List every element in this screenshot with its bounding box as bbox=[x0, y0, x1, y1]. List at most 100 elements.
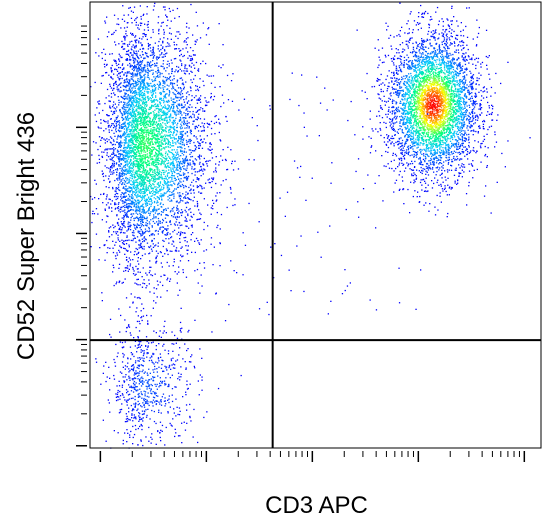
event-dot bbox=[164, 81, 166, 83]
event-dot bbox=[141, 198, 143, 200]
event-dot bbox=[185, 160, 187, 162]
event-dot bbox=[90, 195, 92, 198]
event-dot bbox=[190, 70, 192, 72]
event-dot bbox=[138, 224, 141, 226]
event-dot bbox=[165, 151, 167, 153]
event-dot bbox=[129, 62, 131, 65]
event-dot bbox=[107, 122, 109, 124]
event-dot bbox=[140, 113, 142, 115]
event-dot bbox=[127, 105, 129, 107]
event-dot bbox=[167, 38, 169, 40]
event-dot bbox=[171, 121, 173, 124]
event-dot bbox=[132, 150, 135, 152]
event-dot bbox=[158, 142, 160, 144]
event-dot bbox=[146, 55, 148, 57]
event-dot bbox=[151, 162, 153, 164]
event-dot bbox=[140, 119, 142, 121]
event-dot bbox=[163, 274, 165, 276]
event-dot bbox=[153, 117, 155, 119]
event-dot bbox=[108, 139, 110, 141]
event-dot bbox=[116, 64, 118, 67]
event-dot bbox=[143, 129, 146, 131]
event-dot bbox=[147, 99, 149, 101]
event-dot bbox=[181, 232, 184, 234]
event-dot bbox=[110, 87, 113, 89]
event-dot bbox=[173, 261, 175, 263]
event-dot bbox=[149, 186, 152, 188]
event-dot bbox=[193, 196, 195, 198]
event-dot bbox=[139, 120, 141, 122]
event-dot bbox=[145, 86, 147, 88]
event-dot bbox=[144, 76, 146, 78]
event-dot bbox=[160, 164, 162, 166]
event-dot bbox=[110, 226, 112, 228]
event-dot bbox=[149, 192, 152, 194]
event-dot bbox=[154, 84, 156, 87]
event-dot bbox=[151, 225, 153, 227]
event-dot bbox=[133, 151, 135, 153]
event-dot bbox=[215, 200, 217, 202]
event-dot bbox=[160, 195, 162, 198]
event-dot bbox=[111, 200, 113, 202]
event-dot bbox=[135, 185, 137, 187]
event-dot bbox=[132, 11, 134, 13]
event-dot bbox=[136, 151, 138, 153]
event-dot bbox=[135, 179, 137, 181]
event-dot bbox=[169, 280, 171, 282]
event-dot bbox=[161, 230, 164, 233]
event-dot bbox=[124, 155, 126, 157]
event-dot bbox=[134, 274, 136, 276]
event-dot bbox=[166, 157, 168, 159]
event-dot bbox=[130, 76, 132, 78]
event-dot bbox=[160, 97, 162, 99]
event-dot bbox=[143, 154, 145, 156]
event-dot bbox=[129, 95, 131, 97]
event-dot bbox=[174, 89, 176, 91]
event-dot bbox=[196, 110, 198, 113]
event-dot bbox=[125, 126, 127, 128]
event-dot bbox=[107, 125, 110, 127]
event-dot bbox=[141, 60, 144, 62]
event-dot bbox=[162, 230, 164, 232]
event-dot bbox=[126, 235, 128, 237]
event-dot bbox=[104, 20, 106, 22]
event-dot bbox=[173, 41, 175, 43]
event-dot bbox=[238, 109, 240, 111]
event-dot bbox=[180, 49, 182, 52]
event-dot bbox=[165, 97, 167, 99]
event-dot bbox=[148, 62, 151, 64]
event-dot bbox=[183, 70, 185, 72]
event-dot bbox=[157, 111, 160, 113]
event-dot bbox=[197, 99, 199, 101]
event-dot bbox=[134, 45, 136, 47]
event-dot bbox=[120, 95, 122, 98]
event-dot bbox=[139, 144, 141, 146]
event-dot bbox=[138, 147, 141, 149]
event-dot bbox=[113, 227, 115, 229]
event-dot bbox=[174, 119, 176, 121]
event-dot bbox=[178, 142, 180, 144]
event-dot bbox=[192, 232, 194, 234]
event-dot bbox=[180, 111, 182, 113]
event-dot bbox=[116, 141, 118, 143]
event-dot bbox=[139, 201, 141, 203]
event-dot bbox=[195, 111, 197, 113]
event-dot bbox=[153, 214, 155, 216]
event-dot bbox=[129, 263, 132, 265]
event-dot bbox=[164, 253, 166, 255]
event-dot bbox=[157, 105, 160, 108]
event-dot bbox=[136, 190, 138, 193]
event-dot bbox=[142, 67, 145, 69]
event-dot bbox=[140, 42, 142, 44]
event-dot bbox=[219, 86, 221, 88]
event-dot bbox=[201, 122, 203, 124]
event-dot bbox=[164, 94, 166, 96]
event-dot bbox=[100, 139, 102, 141]
event-dot bbox=[151, 54, 153, 56]
event-dot bbox=[128, 205, 130, 207]
event-dot bbox=[118, 280, 121, 282]
event-dot bbox=[104, 142, 106, 144]
event-dot bbox=[180, 112, 182, 115]
event-dot bbox=[125, 188, 128, 190]
event-dot bbox=[142, 137, 144, 140]
